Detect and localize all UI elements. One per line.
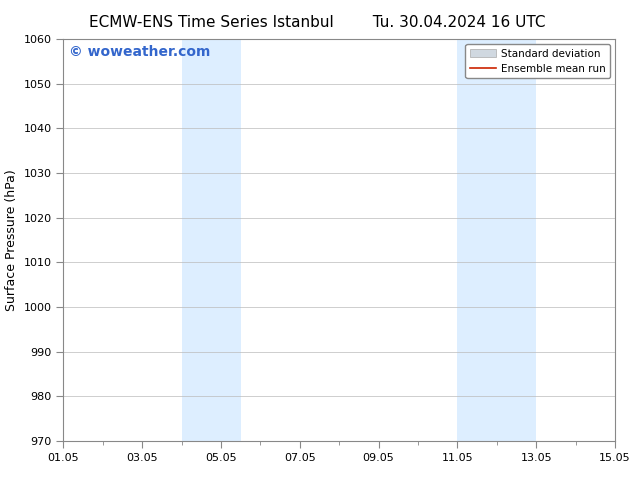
Text: ECMW-ENS Time Series Istanbul        Tu. 30.04.2024 16 UTC: ECMW-ENS Time Series Istanbul Tu. 30.04.… bbox=[89, 15, 545, 30]
Text: © woweather.com: © woweather.com bbox=[69, 45, 210, 59]
Legend: Standard deviation, Ensemble mean run: Standard deviation, Ensemble mean run bbox=[465, 45, 610, 78]
Bar bbox=[181, 39, 241, 441]
Y-axis label: Surface Pressure (hPa): Surface Pressure (hPa) bbox=[5, 169, 18, 311]
Bar bbox=[457, 39, 536, 441]
